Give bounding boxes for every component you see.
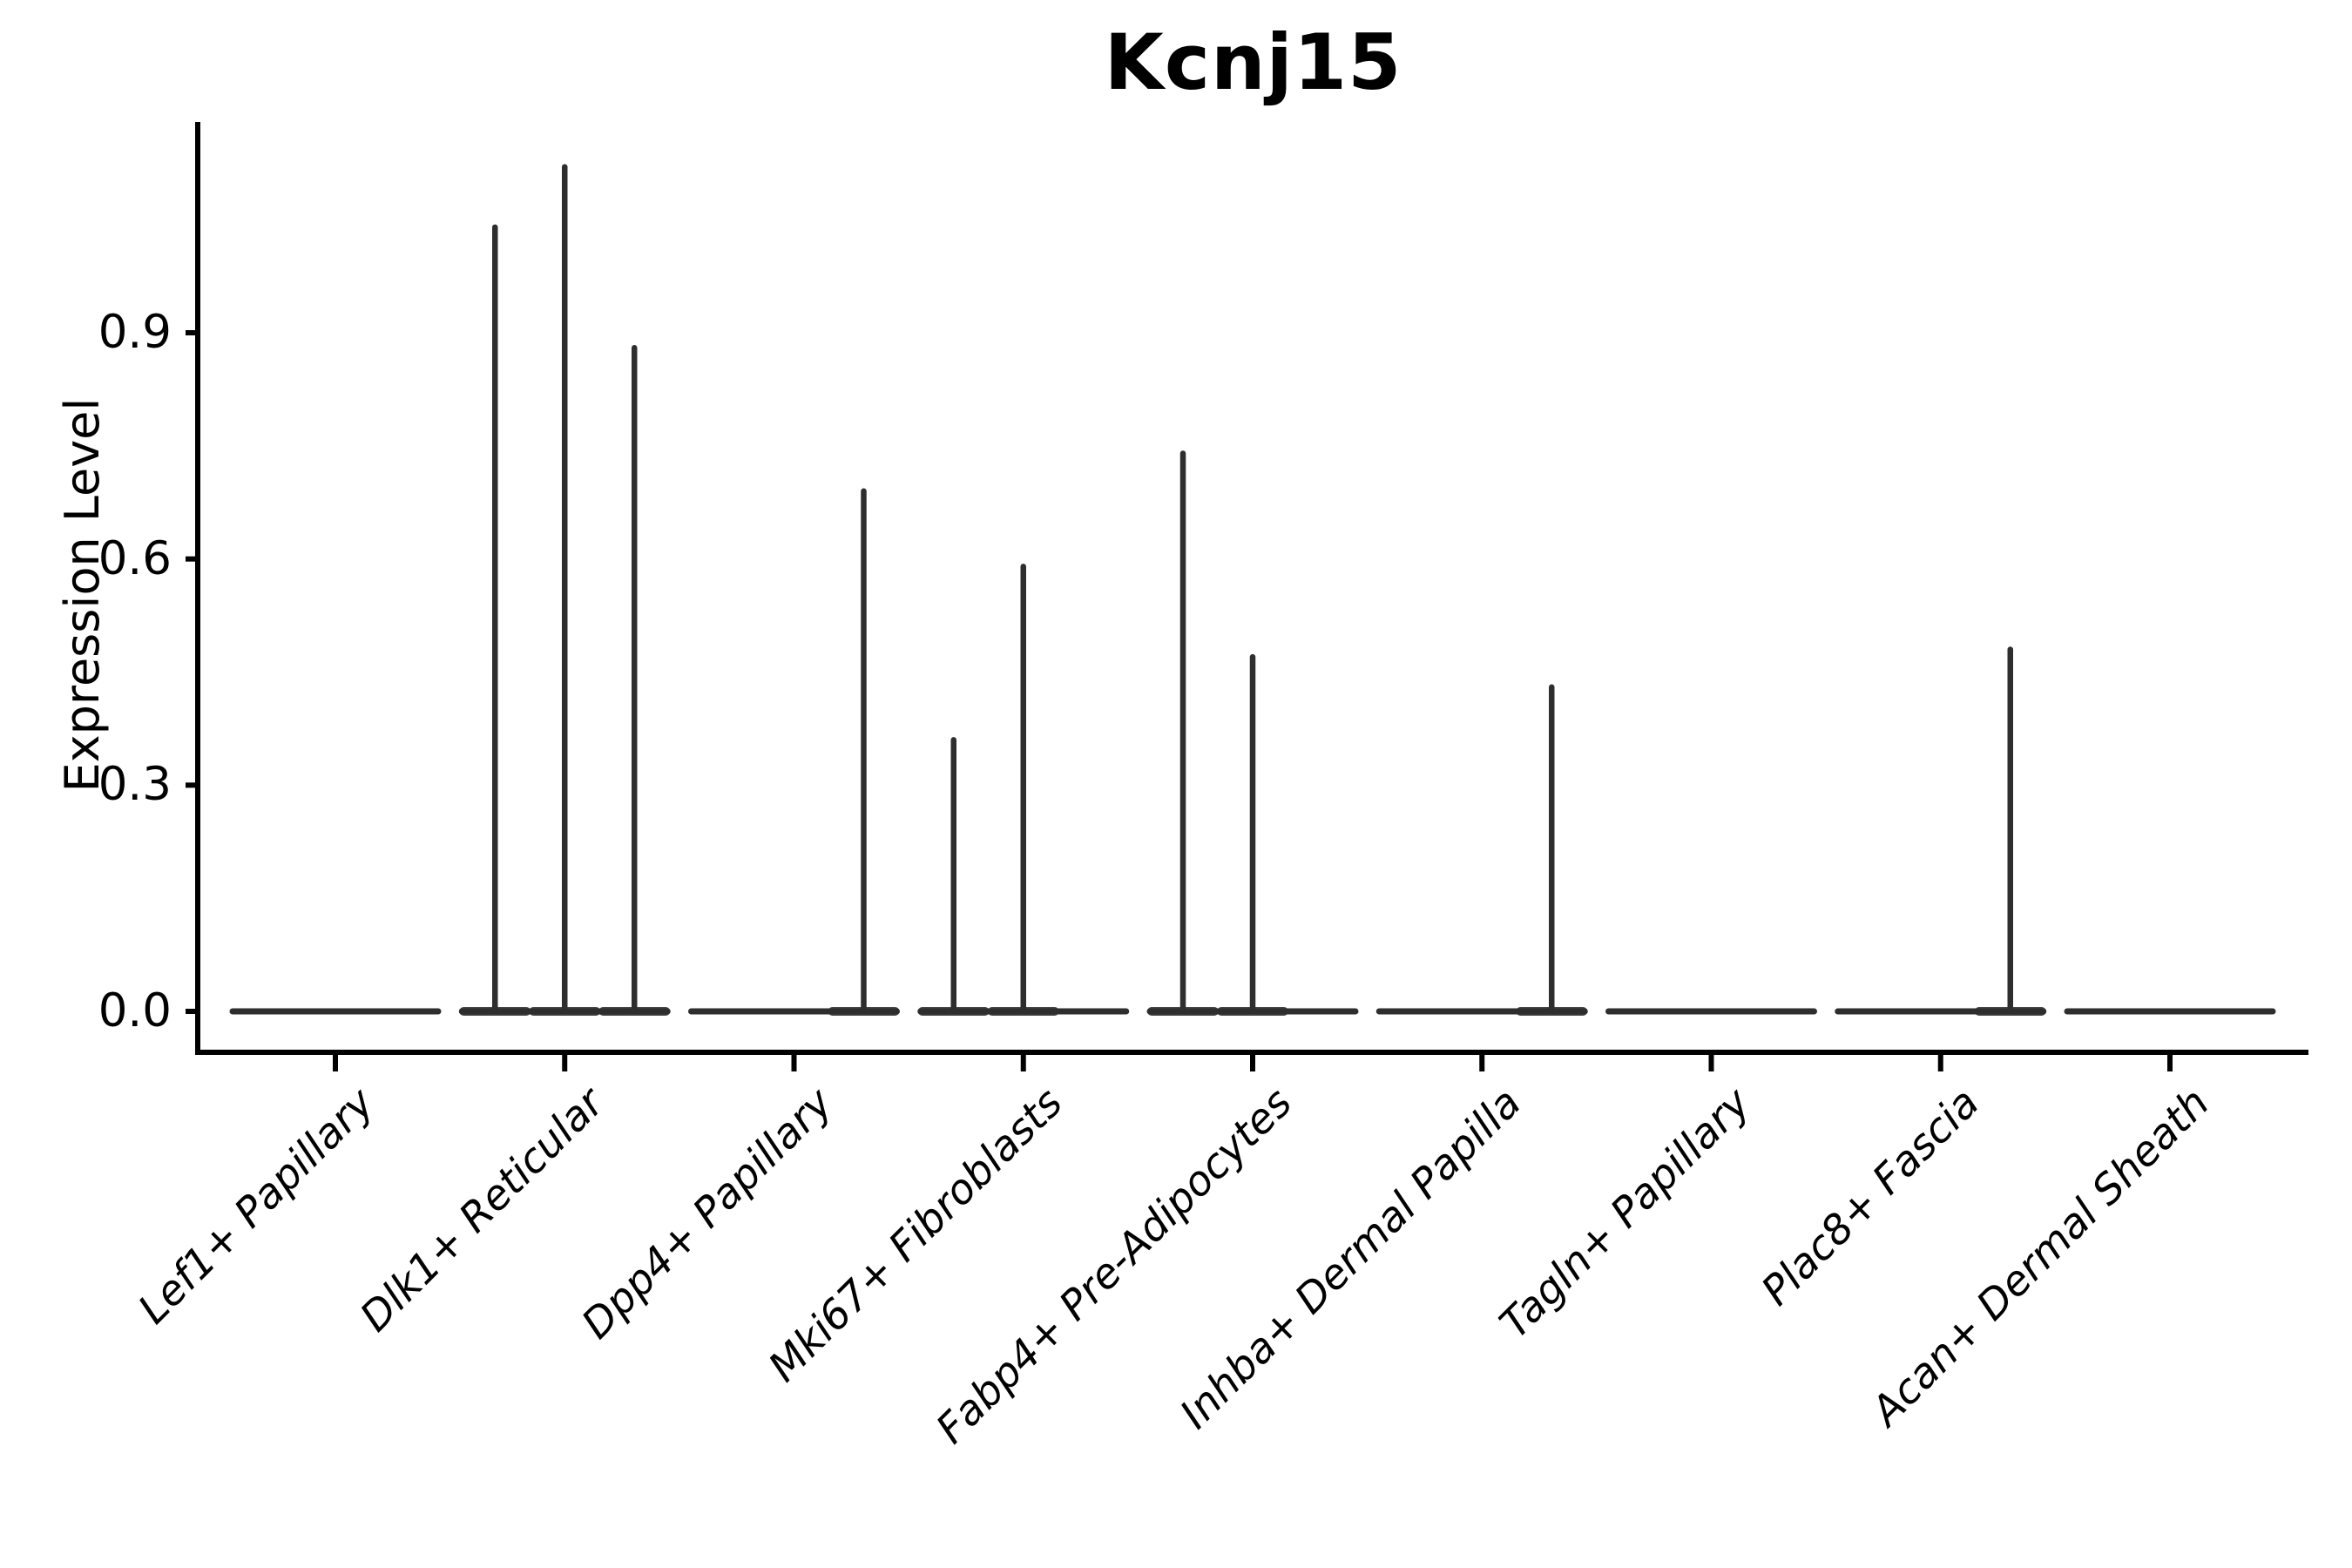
y-tick-label: 0.0 <box>98 984 172 1037</box>
y-tick-label: 0.9 <box>98 305 172 359</box>
y-tick-label: 0.3 <box>98 758 172 812</box>
chart-title: Kcnj15 <box>1104 17 1402 107</box>
y-tick-label: 0.6 <box>98 531 172 585</box>
